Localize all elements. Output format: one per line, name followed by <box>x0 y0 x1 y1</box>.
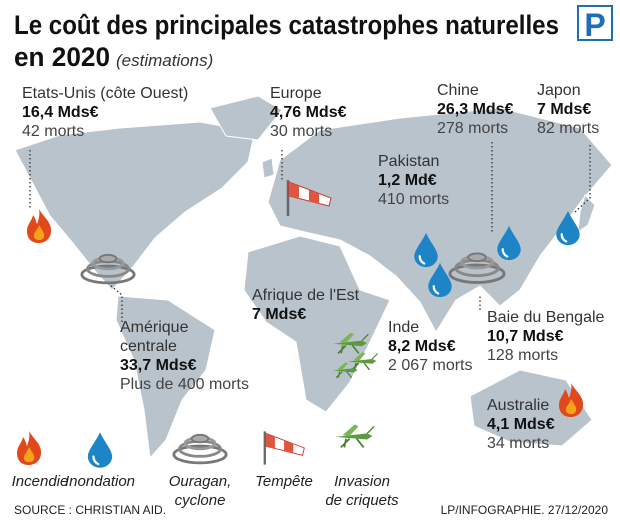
region-name: Pakistan <box>378 153 439 170</box>
region-name: Afrique de l'Est <box>252 287 360 304</box>
cost: 7 Mds€ <box>537 101 591 118</box>
leader-lines <box>29 142 591 322</box>
deaths: Plus de 400 morts <box>120 376 249 393</box>
africa <box>243 235 391 413</box>
title-line: Le coût des principales catastrophes nat… <box>14 10 559 40</box>
deaths: 42 morts <box>22 123 84 140</box>
deaths: 410 morts <box>378 191 449 208</box>
deaths: 2 067 morts <box>388 357 472 374</box>
icon-sock <box>263 430 306 466</box>
region-name: Baie du Bengale <box>487 309 605 326</box>
region-name: Japon <box>537 82 581 99</box>
deaths: 30 morts <box>270 123 332 140</box>
uk <box>261 157 275 179</box>
legend-label: Incendie <box>12 473 69 490</box>
region-name: Etats-Unis (côte Ouest) <box>22 85 188 102</box>
leader-line <box>574 145 591 213</box>
labels: Le coût des principales catastrophes nat… <box>14 5 613 517</box>
legend-label: Tempête <box>255 473 313 490</box>
legend-label: de criquets <box>325 492 399 509</box>
cost: 33,7 Mds€ <box>120 357 197 374</box>
cost: 8,2 Mds€ <box>388 338 456 355</box>
cost: 4,76 Mds€ <box>270 104 347 121</box>
deaths: 34 morts <box>487 435 549 452</box>
cost: 7 Mds€ <box>252 306 306 323</box>
world-map <box>14 95 613 460</box>
legend-label: Inondation <box>65 473 135 490</box>
region-name: centrale <box>120 338 177 355</box>
eurasia <box>267 107 613 333</box>
cost: 16,4 Mds€ <box>22 104 99 121</box>
north-america <box>14 121 256 291</box>
deaths: 128 morts <box>487 347 558 364</box>
logo: P <box>584 7 605 43</box>
leader-line <box>109 284 123 322</box>
region-name: Inde <box>388 319 419 336</box>
south-america <box>115 295 216 460</box>
region-name: Europe <box>270 85 322 102</box>
cost: 1,2 Md€ <box>378 172 437 189</box>
icon-locust <box>334 423 376 449</box>
source: SOURCE : CHRISTIAN AID. <box>14 503 166 517</box>
japan <box>577 194 596 234</box>
icon-storm <box>172 433 228 465</box>
cost: 4,1 Mds€ <box>487 416 555 433</box>
icon-drop <box>86 431 114 469</box>
region-name: Australie <box>487 397 549 414</box>
deaths: 278 morts <box>437 120 508 137</box>
icon-fire <box>17 431 42 465</box>
australia <box>469 369 593 447</box>
cost: 10,7 Mds€ <box>487 328 564 345</box>
logo-box <box>577 5 613 41</box>
credit: LP/INFOGRAPHIE. 27/12/2020 <box>441 503 609 517</box>
title-line: en 2020 <box>14 42 110 72</box>
legend-label: cyclone <box>175 492 226 509</box>
cost: 26,3 Mds€ <box>437 101 514 118</box>
icon-fire <box>27 209 52 243</box>
legend-label: Ouragan, <box>169 473 232 490</box>
subtitle: (estimations) <box>116 51 213 70</box>
deaths: 82 morts <box>537 120 599 137</box>
legend-label: Invasion <box>334 473 390 490</box>
region-name: Chine <box>437 82 479 99</box>
region-name: Amérique <box>120 319 189 336</box>
greenland <box>209 95 283 141</box>
